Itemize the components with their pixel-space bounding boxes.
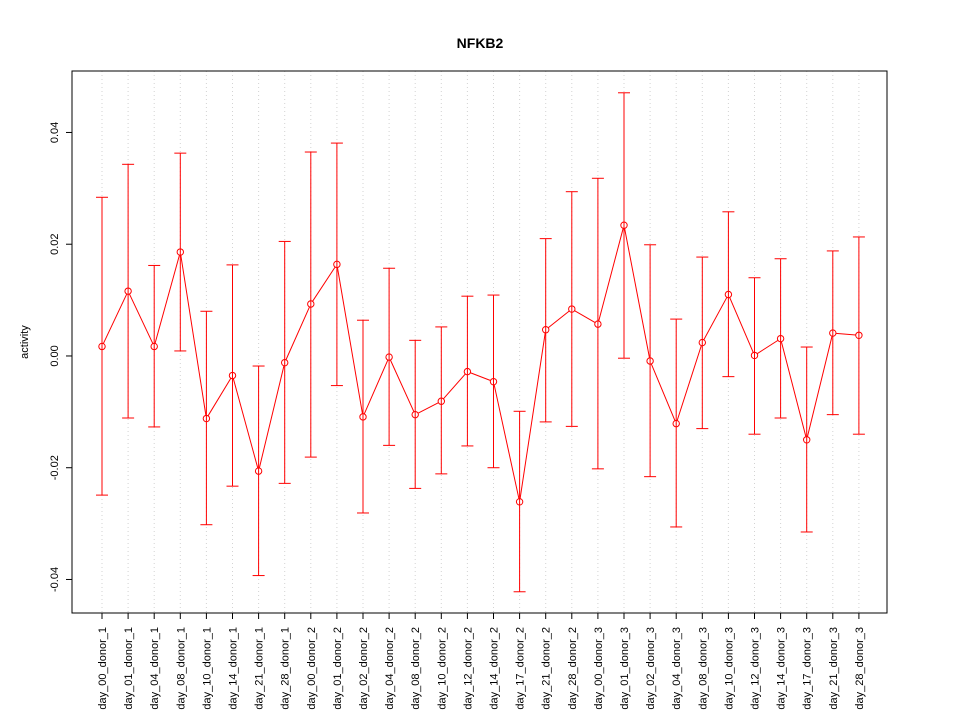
x-tick-label: day_02_donor_2 [358,627,370,710]
x-tick-label: day_28_donor_3 [854,627,866,710]
x-tick-label: day_21_donor_1 [254,627,266,710]
data-point [359,413,367,421]
data-point [150,342,158,351]
data-point [124,287,132,295]
data-points [98,221,863,506]
data-point [307,300,315,308]
data-point [411,410,419,419]
y-tick-label: 0.04 [49,122,61,143]
y-tick-label: -0.02 [49,455,61,480]
x-tick-label: day_10_donor_2 [436,627,448,710]
x-tick-label: day_08_donor_3 [697,627,709,710]
data-point [515,498,524,506]
data-point [646,357,654,365]
x-tick-label: day_17_donor_3 [802,627,814,710]
data-point [98,342,106,351]
data-point [776,334,785,343]
x-tick-label: day_02_donor_3 [645,627,657,710]
x-tick-label: day_21_donor_2 [541,627,553,710]
data-point [698,338,706,347]
data-point [724,290,733,299]
data-point [385,353,393,361]
data-point [829,329,837,337]
x-tick-label: day_01_donor_3 [619,627,631,710]
data-point [803,436,811,444]
data-point [568,305,576,313]
y-axis: -0.04 -0.02 0.00 0.02 0.04 [49,122,72,592]
data-point [594,320,602,328]
x-tick-label: day_04_donor_2 [384,627,396,710]
y-tick-label: -0.04 [49,567,61,592]
data-point [254,467,263,475]
error-bars [96,92,865,593]
x-tick-label: day_01_donor_2 [332,627,344,710]
x-tick-label: day_14_donor_1 [228,627,240,710]
x-tick-label: day_12_donor_3 [750,627,762,710]
x-axis: day_00_donor_1 day_01_donor_1 day_04_donor… [97,612,866,710]
x-tick-label: day_28_donor_1 [280,627,292,710]
data-point [176,248,185,256]
x-tick-label: day_10_donor_1 [201,627,213,710]
data-point [620,221,628,229]
x-tick-label: day_28_donor_2 [567,627,579,710]
y-tick-label: 0.02 [49,234,61,255]
x-tick-label: day_00_donor_3 [593,627,605,710]
x-tick-label: day_08_donor_2 [410,627,422,710]
x-tick-label: day_00_donor_2 [306,627,318,710]
x-tick-label: day_14_donor_3 [776,627,788,710]
data-point [463,367,472,376]
data-point [672,419,680,428]
x-tick-label: day_12_donor_2 [462,627,474,710]
data-point [202,414,211,423]
x-tick-label: day_21_donor_3 [828,627,840,710]
x-tick-label: day_01_donor_1 [123,627,135,710]
data-point [855,331,863,339]
x-tick-label: day_14_donor_2 [489,627,501,710]
x-tick-label: day_04_donor_1 [149,627,161,710]
data-point [437,397,445,405]
data-point [333,260,341,269]
data-point [489,377,498,386]
x-tick-label: day_17_donor_2 [515,627,527,710]
data-point [750,351,759,360]
y-axis-label: activity [19,325,31,359]
data-point [228,371,237,380]
y-tick-label: 0.00 [49,345,61,366]
data-point [281,358,289,367]
chart-title: NFKB2 [457,35,504,51]
data-point [542,326,550,334]
x-tick-label: day_04_donor_3 [671,627,683,710]
x-tick-label: day_00_donor_1 [97,627,109,710]
series-line [102,228,856,499]
x-tick-label: day_08_donor_1 [175,627,187,710]
x-tick-label: day_10_donor_3 [723,627,735,710]
grid-lines [101,71,860,613]
